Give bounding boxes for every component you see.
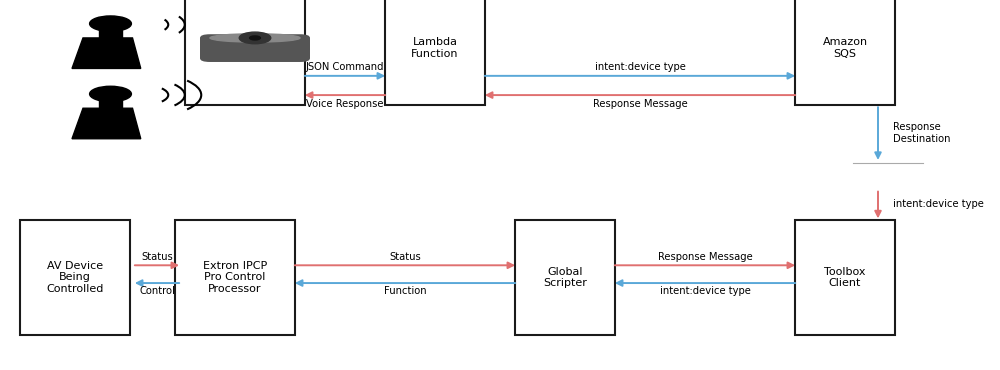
Circle shape	[90, 86, 131, 102]
Circle shape	[239, 32, 271, 44]
FancyBboxPatch shape	[20, 220, 130, 335]
FancyBboxPatch shape	[185, 0, 305, 105]
Circle shape	[90, 16, 131, 31]
Text: AV Device
Being
Controlled: AV Device Being Controlled	[46, 261, 104, 294]
FancyBboxPatch shape	[515, 220, 615, 335]
Text: intent:device type: intent:device type	[893, 199, 984, 209]
Text: Toolbox
Client: Toolbox Client	[824, 267, 866, 288]
Text: Response
Destination: Response Destination	[893, 122, 950, 144]
Text: Amazon
SQS: Amazon SQS	[822, 37, 868, 59]
Text: Echo Dot
/Emulator: Echo Dot /Emulator	[218, 37, 272, 59]
Text: Status: Status	[141, 252, 173, 262]
Text: Response Message: Response Message	[658, 252, 752, 262]
Text: Status: Status	[389, 252, 421, 262]
Polygon shape	[72, 108, 141, 139]
Text: Lambda
Function: Lambda Function	[411, 37, 459, 59]
Text: JSON Command: JSON Command	[306, 61, 384, 72]
FancyBboxPatch shape	[175, 220, 295, 335]
Text: Function: Function	[384, 286, 426, 296]
FancyBboxPatch shape	[795, 220, 895, 335]
FancyBboxPatch shape	[795, 0, 895, 105]
Text: Response Message: Response Message	[593, 98, 687, 109]
Circle shape	[250, 36, 260, 40]
Text: intent:device type: intent:device type	[660, 286, 750, 296]
Text: Control: Control	[139, 286, 175, 296]
Polygon shape	[72, 38, 141, 68]
FancyBboxPatch shape	[200, 34, 310, 62]
FancyBboxPatch shape	[385, 0, 485, 105]
Text: Voice Response: Voice Response	[306, 98, 384, 109]
Polygon shape	[99, 100, 122, 108]
Text: intent:device type: intent:device type	[595, 61, 685, 72]
Text: Global
Scripter: Global Scripter	[543, 267, 587, 288]
Ellipse shape	[210, 34, 300, 42]
Polygon shape	[99, 30, 122, 38]
Text: Extron IPCP
Pro Control
Processor: Extron IPCP Pro Control Processor	[203, 261, 267, 294]
